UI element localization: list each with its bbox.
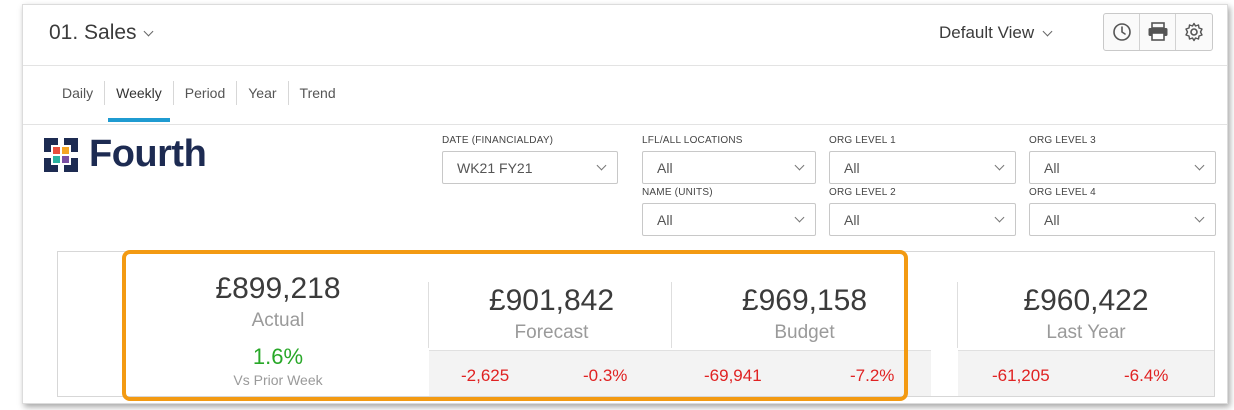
chevron-down-icon: [994, 212, 1005, 223]
tab-weekly[interactable]: Weekly: [104, 81, 173, 122]
clock-icon: [1112, 23, 1131, 41]
chevron-down-icon: [596, 160, 607, 171]
org-level-3-value: All: [1044, 159, 1060, 176]
report-card: 01. Sales Default View: [22, 4, 1228, 404]
org-level-4-select[interactable]: All: [1029, 203, 1216, 236]
org-level-2-value: All: [844, 211, 860, 228]
kpi-forecast-var-abs: -2,625: [461, 366, 510, 385]
divider: [957, 282, 958, 348]
name-select[interactable]: All: [642, 203, 816, 236]
lfl-select-value: All: [657, 159, 673, 176]
org-level-4-filter: ORG LEVEL 4 All: [1029, 187, 1216, 236]
filter-label: ORG LEVEL 4: [1029, 187, 1096, 198]
tab-period[interactable]: Period: [172, 81, 236, 105]
date-select-value: WK21 FY21: [457, 159, 533, 176]
org-level-1-select[interactable]: All: [829, 151, 1016, 184]
kpi-forecast-var-pct: -0.3%: [583, 366, 628, 385]
print-icon: [1148, 22, 1167, 41]
kpi-last-year-value: £960,422: [1023, 284, 1149, 317]
print-button[interactable]: [1140, 14, 1176, 50]
clock-button[interactable]: [1104, 14, 1140, 50]
lfl-filter: LFL/ALL LOCATIONS All: [642, 135, 816, 184]
name-filter: NAME (UNITS) All: [642, 187, 816, 236]
kpi-budget: £969,158 Budget -69,941 -7.2%: [672, 252, 937, 398]
name-select-value: All: [657, 211, 673, 228]
gear-icon: [1185, 22, 1203, 42]
kpi-actual: £899,218 Actual 1.6% Vs Prior Week: [148, 252, 408, 398]
org-level-3-filter: ORG LEVEL 3 All: [1029, 135, 1216, 184]
org-level-2-filter: ORG LEVEL 2 All: [829, 187, 1016, 236]
org-level-2-select[interactable]: All: [829, 203, 1016, 236]
settings-button[interactable]: [1176, 14, 1212, 50]
period-tabs: Daily Weekly Period Year Trend: [51, 81, 347, 122]
divider: [428, 282, 429, 348]
divider: [671, 282, 672, 348]
tab-trend[interactable]: Trend: [287, 81, 347, 105]
date-select[interactable]: WK21 FY21: [442, 151, 618, 184]
tab-daily[interactable]: Daily: [62, 85, 94, 101]
tab-year[interactable]: Year: [236, 81, 287, 105]
kpi-actual-label: Actual: [251, 310, 305, 331]
chevron-down-icon: [1042, 26, 1053, 36]
kpi-forecast-value: £901,842: [488, 284, 615, 317]
kpi-actual-change: 1.6%: [252, 344, 304, 369]
filter-label: ORG LEVEL 1: [829, 135, 896, 146]
filter-label: ORG LEVEL 2: [829, 187, 896, 198]
kpi-last-year-label: Last Year: [1046, 322, 1126, 343]
variance-strip: [429, 350, 931, 396]
kpi-forecast: £901,842 Forecast -2,625 -0.3%: [429, 252, 674, 398]
tabs-bar: Daily Weekly Period Year Trend: [23, 65, 1227, 125]
filter-label: LFL/ALL LOCATIONS: [642, 135, 743, 146]
org-level-4-value: All: [1044, 211, 1060, 228]
filter-label: ORG LEVEL 3: [1029, 135, 1096, 146]
kpi-last-year: £960,422 Last Year -61,205 -6.4%: [958, 252, 1214, 398]
view-selector[interactable]: Default View: [939, 23, 1053, 43]
variance-strip: [958, 350, 1214, 396]
kpi-actual-value: £899,218: [215, 272, 341, 305]
kpi-budget-label: Budget: [774, 322, 835, 343]
kpi-budget-var-abs: -69,941: [704, 366, 762, 385]
fourth-logo-icon: [44, 137, 78, 172]
filter-label: NAME (UNITS): [642, 187, 713, 198]
kpi-panel: £899,218 Actual 1.6% Vs Prior Week £901,…: [57, 251, 1215, 397]
kpi-actual-change-label: Vs Prior Week: [233, 372, 323, 388]
org-level-1-value: All: [844, 159, 860, 176]
chevron-down-icon: [143, 26, 154, 36]
chevron-down-icon: [1194, 160, 1205, 171]
chevron-down-icon: [1194, 212, 1205, 223]
kpi-forecast-label: Forecast: [514, 322, 589, 343]
logo-text: Fourth: [89, 133, 207, 175]
org-level-1-filter: ORG LEVEL 1 All: [829, 135, 1016, 184]
kpi-budget-var-pct: -7.2%: [850, 366, 895, 385]
kpi-last-year-var-abs: -61,205: [992, 366, 1050, 385]
org-level-3-select[interactable]: All: [1029, 151, 1216, 184]
report-title-dropdown[interactable]: 01. Sales: [49, 21, 154, 45]
fourth-logo: Fourth: [41, 133, 207, 176]
filter-label: DATE (FINANCIALDAY): [442, 135, 554, 146]
date-filter: DATE (FINANCIALDAY) WK21 FY21: [442, 135, 618, 184]
chevron-down-icon: [994, 160, 1005, 171]
report-title: 01. Sales: [49, 21, 137, 44]
chevron-down-icon: [794, 160, 805, 171]
chevron-down-icon: [794, 212, 805, 223]
view-label: Default View: [939, 23, 1035, 42]
toolbar: [1103, 13, 1213, 51]
kpi-budget-value: £969,158: [741, 284, 868, 317]
lfl-select[interactable]: All: [642, 151, 816, 184]
kpi-last-year-var-pct: -6.4%: [1124, 366, 1169, 385]
